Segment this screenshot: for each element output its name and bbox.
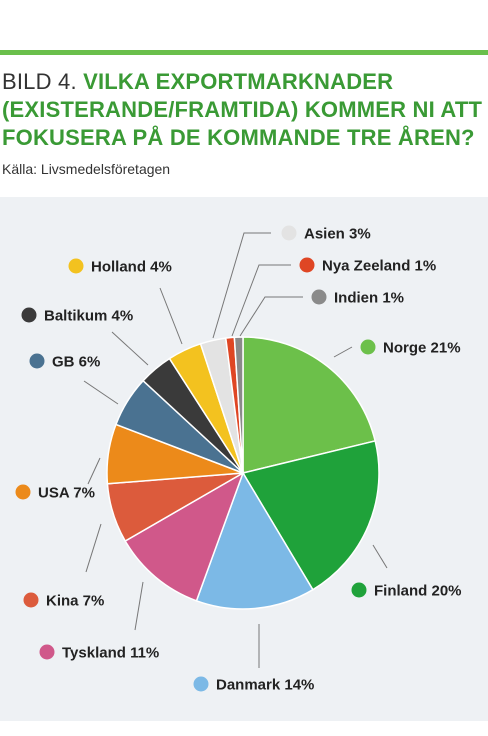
data-label-norge: Norge 21% bbox=[383, 340, 461, 357]
question-text: VILKA EXPORTMARKNADER (EXISTERANDE/FRAMT… bbox=[2, 69, 483, 150]
leader-line-nya-zeeland bbox=[231, 264, 291, 337]
leader-line-norge bbox=[333, 346, 353, 358]
data-label-usa: USA 7% bbox=[38, 485, 95, 502]
legend-dot-danmark bbox=[193, 676, 209, 692]
leader-line-asien bbox=[212, 232, 271, 339]
legend-dot-norge bbox=[360, 339, 376, 355]
legend-dot-usa bbox=[15, 484, 31, 500]
leader-line-holland bbox=[159, 287, 183, 345]
data-label-holland: Holland 4% bbox=[91, 259, 172, 276]
leader-line-gb bbox=[83, 380, 119, 405]
data-label-indien: Indien 1% bbox=[334, 290, 404, 307]
legend-dot-holland bbox=[68, 258, 84, 274]
chart-title: BILD 4. VILKA EXPORTMARKNADER (EXISTERAN… bbox=[2, 68, 486, 152]
pie-slice-norge bbox=[242, 336, 377, 474]
data-label-tyskland: Tyskland 11% bbox=[62, 645, 159, 662]
leader-line-kina bbox=[85, 523, 102, 573]
leader-line-usa bbox=[87, 457, 101, 485]
legend-dot-nya-zeeland bbox=[299, 257, 315, 273]
legend-dot-tyskland bbox=[39, 644, 55, 660]
legend-dot-indien bbox=[311, 289, 327, 305]
legend-dot-finland bbox=[351, 582, 367, 598]
legend-dot-gb bbox=[29, 353, 45, 369]
top-rule bbox=[0, 50, 488, 55]
pie-slice-danmark bbox=[195, 471, 314, 610]
pie-slice-finland bbox=[241, 440, 380, 591]
data-label-finland: Finland 20% bbox=[374, 583, 462, 600]
leader-line-tyskland bbox=[134, 581, 144, 631]
data-label-kina: Kina 7% bbox=[46, 593, 104, 610]
data-label-danmark: Danmark 14% bbox=[216, 677, 314, 694]
pie-slice-tyskland bbox=[124, 471, 245, 602]
leader-line-indien bbox=[239, 296, 303, 337]
legend-dot-baltikum bbox=[21, 307, 37, 323]
data-label-baltikum: Baltikum 4% bbox=[44, 308, 133, 325]
leader-line-finland bbox=[372, 544, 388, 569]
figure-number: BILD 4. bbox=[2, 69, 77, 94]
legend-dot-asien bbox=[281, 225, 297, 241]
source-note: Källa: Livsmedelsföretagen bbox=[2, 161, 171, 177]
pie-slice-indien bbox=[233, 336, 244, 474]
leader-line-baltikum bbox=[111, 331, 149, 366]
legend-dot-kina bbox=[23, 592, 39, 608]
data-label-asien: Asien 3% bbox=[304, 226, 371, 243]
data-label-gb: GB 6% bbox=[52, 354, 100, 371]
data-label-nya-zeeland: Nya Zeeland 1% bbox=[322, 258, 436, 275]
